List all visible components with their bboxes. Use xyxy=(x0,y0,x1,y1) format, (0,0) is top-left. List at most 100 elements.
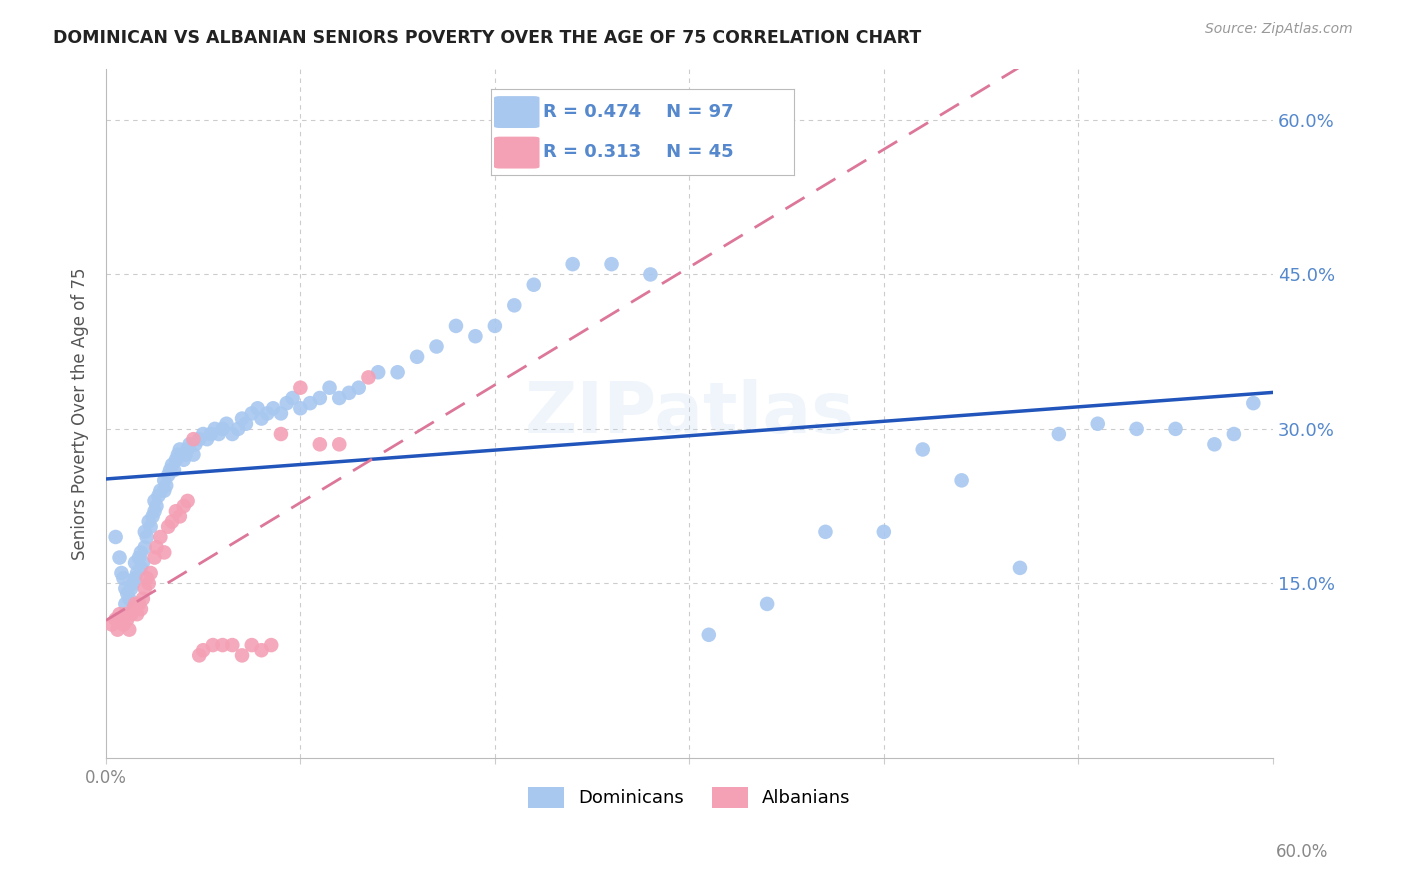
Point xyxy=(328,437,350,451)
Point xyxy=(1125,422,1147,436)
Point xyxy=(159,463,181,477)
Point xyxy=(211,638,233,652)
Point xyxy=(290,401,312,416)
Point xyxy=(176,442,198,457)
Point xyxy=(128,597,150,611)
Point xyxy=(139,519,162,533)
Point xyxy=(108,550,131,565)
Point xyxy=(124,571,146,585)
Point xyxy=(134,524,156,539)
Point xyxy=(132,591,155,606)
Point xyxy=(134,541,156,555)
Point xyxy=(200,427,222,442)
Point xyxy=(149,530,172,544)
Point xyxy=(240,638,263,652)
Point xyxy=(122,602,145,616)
Point xyxy=(128,550,150,565)
Point xyxy=(387,365,409,379)
Text: Source: ZipAtlas.com: Source: ZipAtlas.com xyxy=(1205,22,1353,37)
Point xyxy=(120,582,142,596)
Point xyxy=(132,556,155,570)
Point xyxy=(444,318,467,333)
Point xyxy=(347,381,370,395)
Text: 60.0%: 60.0% xyxy=(1277,843,1329,861)
Point xyxy=(318,381,340,395)
Point xyxy=(262,401,284,416)
Point xyxy=(108,607,131,622)
Point xyxy=(157,468,180,483)
Point xyxy=(118,623,141,637)
Point xyxy=(160,458,183,472)
Point xyxy=(135,530,157,544)
Point xyxy=(169,509,191,524)
Point xyxy=(756,597,779,611)
Point xyxy=(143,494,166,508)
Point xyxy=(911,442,934,457)
Point xyxy=(120,607,142,622)
Point xyxy=(129,561,152,575)
Point xyxy=(195,432,218,446)
Point xyxy=(125,566,148,580)
Point xyxy=(183,432,205,446)
Point xyxy=(114,607,136,622)
Point xyxy=(1087,417,1109,431)
Point xyxy=(201,638,224,652)
Point xyxy=(165,504,187,518)
Point xyxy=(104,612,127,626)
Point xyxy=(167,448,190,462)
Point xyxy=(114,582,136,596)
Point xyxy=(561,257,583,271)
Point xyxy=(231,648,253,663)
Point xyxy=(169,442,191,457)
Point xyxy=(135,571,157,585)
Point xyxy=(814,524,837,539)
Point xyxy=(299,396,322,410)
Point xyxy=(697,628,720,642)
Point xyxy=(165,452,187,467)
Point xyxy=(256,406,278,420)
Point xyxy=(503,298,526,312)
Point xyxy=(117,586,139,600)
Point xyxy=(153,545,176,559)
Point xyxy=(124,597,146,611)
Point xyxy=(112,571,135,585)
Point xyxy=(173,499,195,513)
Point xyxy=(157,519,180,533)
Point xyxy=(231,411,253,425)
Point xyxy=(188,648,211,663)
Point xyxy=(221,638,243,652)
Point xyxy=(328,391,350,405)
Point xyxy=(406,350,429,364)
Point xyxy=(145,499,167,513)
Point xyxy=(145,541,167,555)
Y-axis label: Seniors Poverty Over the Age of 75: Seniors Poverty Over the Age of 75 xyxy=(72,268,89,559)
Point xyxy=(1204,437,1226,451)
Point xyxy=(107,623,129,637)
Point xyxy=(110,612,132,626)
Point xyxy=(184,437,207,451)
Text: DOMINICAN VS ALBANIAN SENIORS POVERTY OVER THE AGE OF 75 CORRELATION CHART: DOMINICAN VS ALBANIAN SENIORS POVERTY OV… xyxy=(53,29,922,46)
Point xyxy=(240,406,263,420)
Point xyxy=(173,452,195,467)
Point xyxy=(188,432,211,446)
Point xyxy=(142,509,165,524)
Point xyxy=(174,448,197,462)
Point xyxy=(134,582,156,596)
Point xyxy=(122,576,145,591)
Point xyxy=(873,524,896,539)
Point xyxy=(337,385,360,400)
Point xyxy=(221,427,243,442)
Point xyxy=(155,478,177,492)
Point xyxy=(179,437,201,451)
Text: ZIPatlas: ZIPatlas xyxy=(524,379,855,448)
Point xyxy=(1241,396,1264,410)
Point xyxy=(260,638,283,652)
Point xyxy=(160,515,183,529)
Point xyxy=(153,474,176,488)
Point xyxy=(117,612,139,626)
Point xyxy=(250,643,273,657)
Point xyxy=(367,365,389,379)
Point xyxy=(163,463,186,477)
Point xyxy=(125,607,148,622)
Point xyxy=(139,566,162,580)
